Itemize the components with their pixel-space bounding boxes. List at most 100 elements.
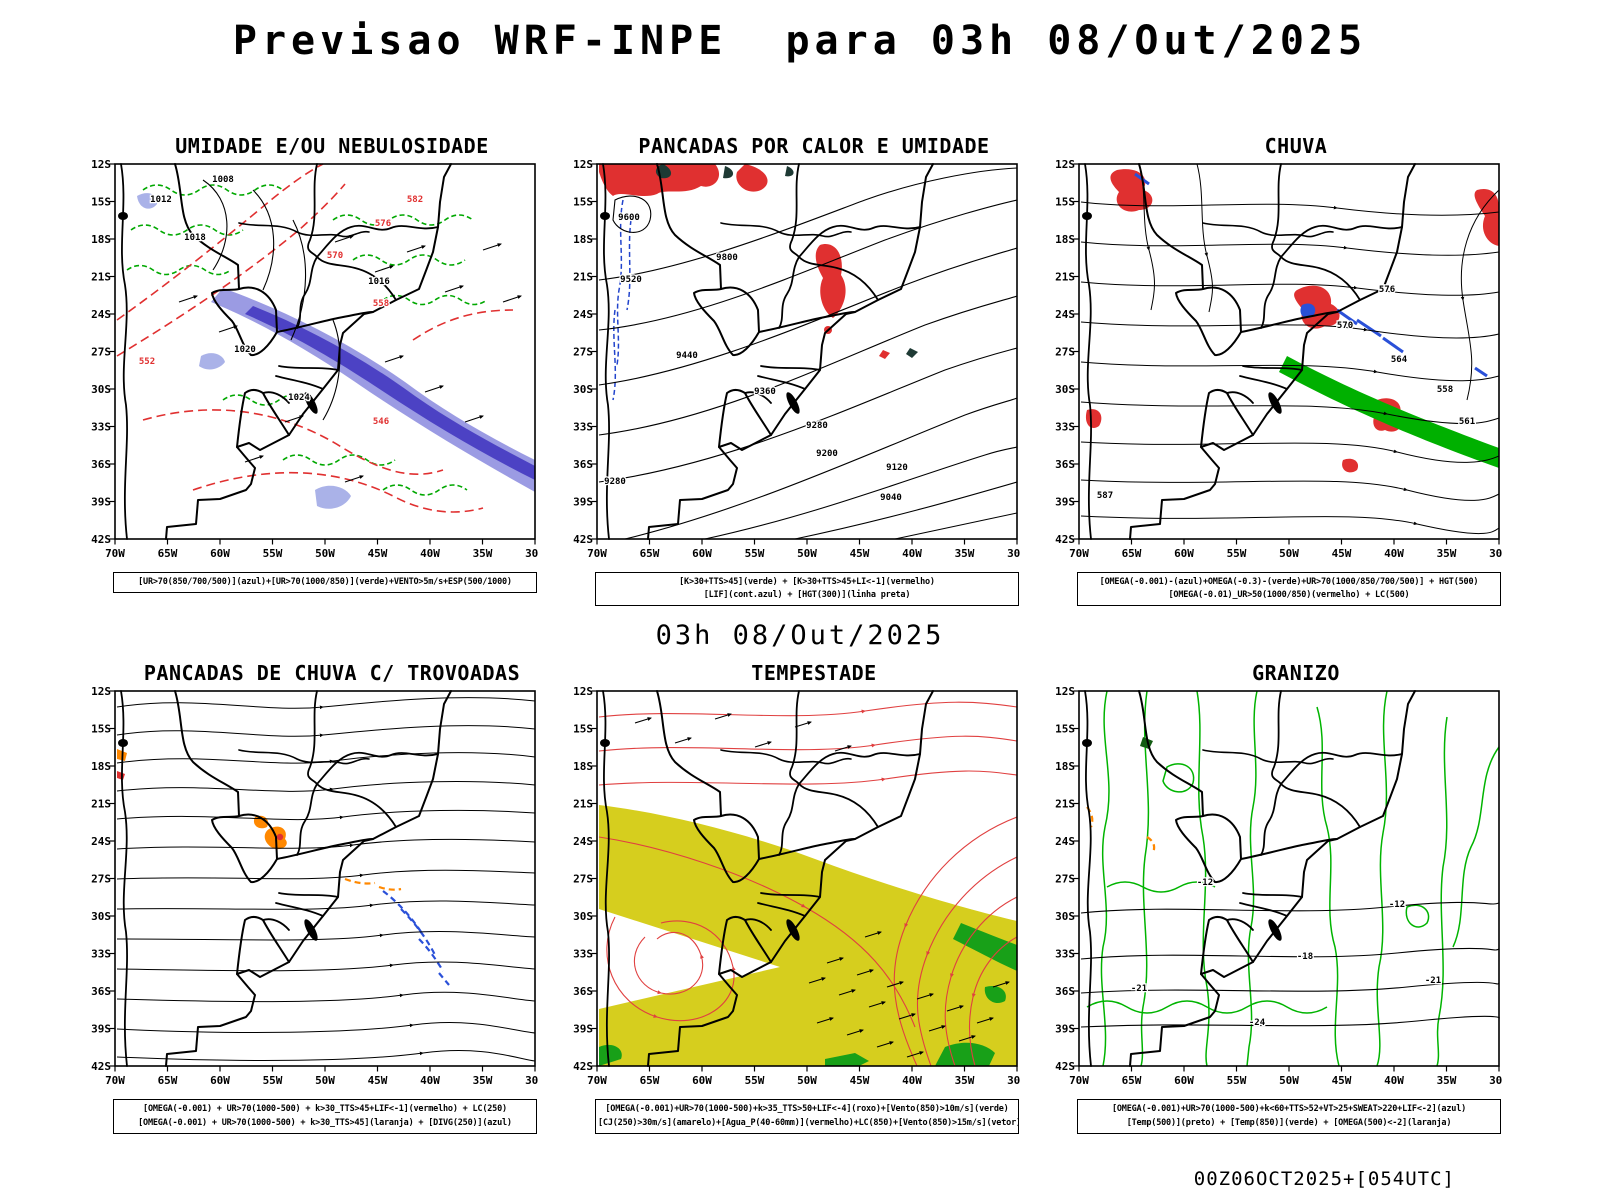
svg-text:35W: 35W (955, 1074, 975, 1087)
svg-text:39S: 39S (573, 1023, 593, 1036)
svg-text:30S: 30S (573, 910, 593, 923)
svg-text:564: 564 (1391, 355, 1408, 365)
svg-text:33S: 33S (91, 421, 111, 434)
svg-text:45W: 45W (850, 547, 870, 560)
panel-chuva-title: CHUVA (1264, 134, 1328, 158)
svg-text:30S: 30S (91, 383, 111, 396)
pancadas-calor-caption: [K>30+TTS>45](verde) + [K>30+TTS>45+LI<-… (595, 572, 1019, 607)
svg-text:12S: 12S (573, 160, 593, 171)
svg-text:70W: 70W (1069, 547, 1089, 560)
svg-text:50W: 50W (315, 1074, 335, 1087)
svg-text:65W: 65W (1122, 1074, 1142, 1087)
panel-umidade-title: UMIDADE E/OU NEBULOSIDADE (175, 134, 489, 158)
svg-text:1020: 1020 (234, 345, 256, 355)
svg-text:9280: 9280 (604, 477, 626, 487)
svg-text:15S: 15S (91, 196, 111, 209)
svg-text:18S: 18S (573, 233, 593, 246)
svg-text:50W: 50W (1279, 547, 1299, 560)
granizo-caption: [OMEGA(-0.001)+UR>70(1000-500)+k<60+TTS>… (1077, 1099, 1501, 1134)
svg-text:21S: 21S (573, 271, 593, 284)
panel-pancadas-calor-title: PANCADAS POR CALOR E UMIDADE (638, 134, 990, 158)
svg-text:45W: 45W (1332, 547, 1352, 560)
svg-text:30W: 30W (1007, 547, 1020, 560)
wind-vectors (634, 713, 1010, 1058)
tempestade-caption: [OMEGA(-0.001)+UR>70(1000-500)+k>35_TTS>… (595, 1099, 1019, 1134)
svg-text:30W: 30W (525, 547, 538, 560)
svg-text:-18: -18 (1297, 952, 1313, 962)
svg-text:65W: 65W (640, 1074, 660, 1087)
svg-text:9360: 9360 (754, 387, 776, 397)
svg-text:27S: 27S (91, 346, 111, 359)
svg-text:27S: 27S (1055, 873, 1075, 886)
svg-text:9200: 9200 (816, 449, 838, 459)
svg-text:55W: 55W (1227, 1074, 1247, 1087)
svg-text:21S: 21S (91, 271, 111, 284)
trovoadas-caption: [OMEGA(-0.001) + UR>70(1000-500) + k>30_… (113, 1099, 537, 1134)
svg-text:33S: 33S (573, 421, 593, 434)
svg-text:18S: 18S (573, 760, 593, 773)
svg-text:12S: 12S (1055, 687, 1075, 698)
svg-text:546: 546 (373, 417, 389, 427)
svg-text:27S: 27S (573, 346, 593, 359)
svg-text:9520: 9520 (620, 275, 642, 285)
svg-text:35W: 35W (1437, 1074, 1457, 1087)
svg-text:70W: 70W (587, 1074, 607, 1087)
top-row: UMIDADE E/OU NEBULOSIDADE (0, 134, 1600, 607)
streamlines (1080, 163, 1500, 534)
panel-granizo-title: GRANIZO (1252, 661, 1340, 686)
chuva-map: 576 570 564 558 561 587 12S 15S 18S 21S 24S 2… (1055, 160, 1502, 560)
svg-text:-21: -21 (1131, 984, 1147, 994)
svg-text:40W: 40W (1384, 547, 1404, 560)
svg-text:42S: 42S (1055, 533, 1075, 546)
trovoadas-overlay (116, 697, 536, 1062)
svg-text:576: 576 (1379, 285, 1395, 295)
svg-text:35W: 35W (1437, 547, 1457, 560)
svg-text:36S: 36S (91, 458, 111, 471)
svg-text:21S: 21S (1055, 271, 1075, 284)
svg-text:39S: 39S (91, 496, 111, 509)
svg-text:18S: 18S (91, 760, 111, 773)
svg-text:42S: 42S (91, 1060, 111, 1073)
svg-text:50W: 50W (1279, 1074, 1299, 1087)
svg-text:65W: 65W (640, 547, 660, 560)
panel-granizo: GRANIZO (1047, 661, 1517, 1134)
svg-text:1008: 1008 (212, 175, 234, 185)
svg-text:45W: 45W (850, 1074, 870, 1087)
svg-text:15S: 15S (1055, 196, 1075, 209)
svg-text:24S: 24S (1055, 308, 1075, 321)
svg-text:50W: 50W (797, 1074, 817, 1087)
umidade-overlay (116, 163, 535, 513)
page-title: Previsao WRF-INPE para 03h 08/Out/2025 (232, 18, 1368, 64)
svg-text:60W: 60W (210, 1074, 230, 1087)
svg-text:24S: 24S (573, 308, 593, 321)
svg-text:33S: 33S (1055, 421, 1075, 434)
svg-text:36S: 36S (1055, 458, 1075, 471)
svg-text:1018: 1018 (184, 233, 206, 243)
pancadas-calor-overlay (598, 164, 1018, 540)
svg-text:39S: 39S (1055, 496, 1075, 509)
svg-text:60W: 60W (210, 547, 230, 560)
svg-text:30W: 30W (525, 1074, 538, 1087)
svg-text:36S: 36S (1055, 985, 1075, 998)
svg-text:18S: 18S (1055, 760, 1075, 773)
svg-text:-12: -12 (1197, 878, 1213, 888)
panel-umidade: UMIDADE E/OU NEBULOSIDADE (83, 134, 553, 606)
svg-text:9120: 9120 (886, 463, 908, 473)
svg-text:60W: 60W (1174, 1074, 1194, 1087)
svg-text:561: 561 (1459, 417, 1475, 427)
svg-text:15S: 15S (1055, 723, 1075, 736)
svg-text:15S: 15S (91, 723, 111, 736)
svg-text:55W: 55W (1227, 547, 1247, 560)
pancadas-calor-map: 9800 9600 9520 9440 9360 9280 9200 9120 … (573, 160, 1020, 560)
svg-text:570: 570 (327, 251, 343, 261)
svg-text:55W: 55W (263, 1074, 283, 1087)
svg-text:39S: 39S (1055, 1023, 1075, 1036)
chuva-caption: [OMEGA(-0.001)-(azul)+OMEGA(-0.3)-(verde… (1077, 572, 1501, 607)
svg-text:24S: 24S (91, 835, 111, 848)
svg-text:9040: 9040 (880, 493, 902, 503)
run-stamp: 00Z06OCT2025+[054UTC] (1193, 1168, 1455, 1190)
panel-tempestade: TEMPESTADE (565, 661, 1035, 1134)
run-label: 03h 08/Out/2025 (655, 620, 945, 652)
